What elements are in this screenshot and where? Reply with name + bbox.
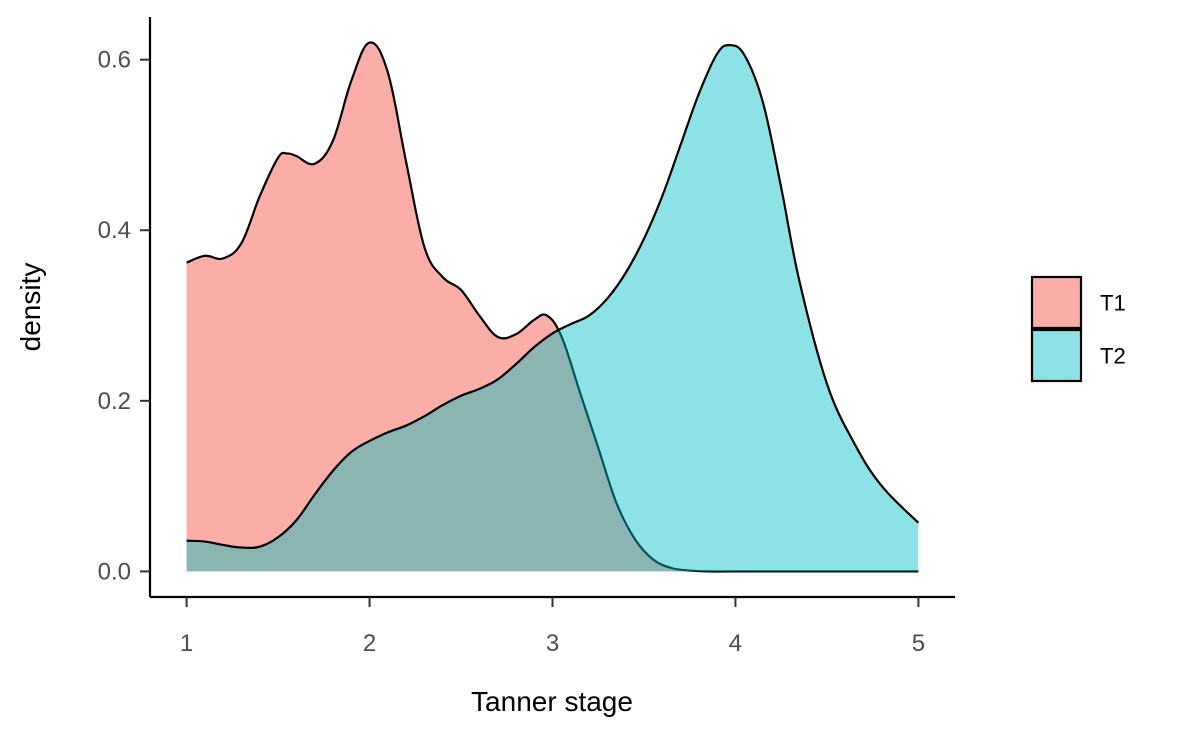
legend-label-t1: T1: [1100, 291, 1126, 316]
density-area-t2: [186, 45, 919, 572]
density-line-t1: [186, 41, 919, 573]
legend-key-bg: [1032, 330, 1081, 381]
x-tick-label: 1: [180, 630, 193, 657]
y-tick-label: 0.6: [98, 47, 131, 74]
x-tick-label: 4: [729, 630, 742, 657]
x-tick-label: 2: [363, 630, 376, 657]
density-area-t1: [186, 42, 919, 572]
legend-key-t2: [1030, 328, 1083, 383]
legend: T1 T2: [1030, 275, 1126, 383]
legend-key-t1: [1030, 275, 1083, 330]
x-tick-label: 5: [912, 630, 925, 657]
y-tick-label: 0.0: [98, 558, 131, 585]
x-tick-label: 3: [546, 630, 559, 657]
y-axis-title: density: [15, 263, 46, 352]
x-axis-title: Tanner stage: [471, 686, 633, 717]
density-line-t2: [186, 43, 920, 550]
y-tick-label: 0.4: [98, 217, 131, 244]
legend-label-t2: T2: [1100, 344, 1126, 369]
y-tick-label: 0.2: [98, 388, 131, 415]
axes: 1 2 3 4 5 0.0 0.2 0.4 0.6: [98, 17, 955, 657]
plot-area: [186, 41, 920, 573]
